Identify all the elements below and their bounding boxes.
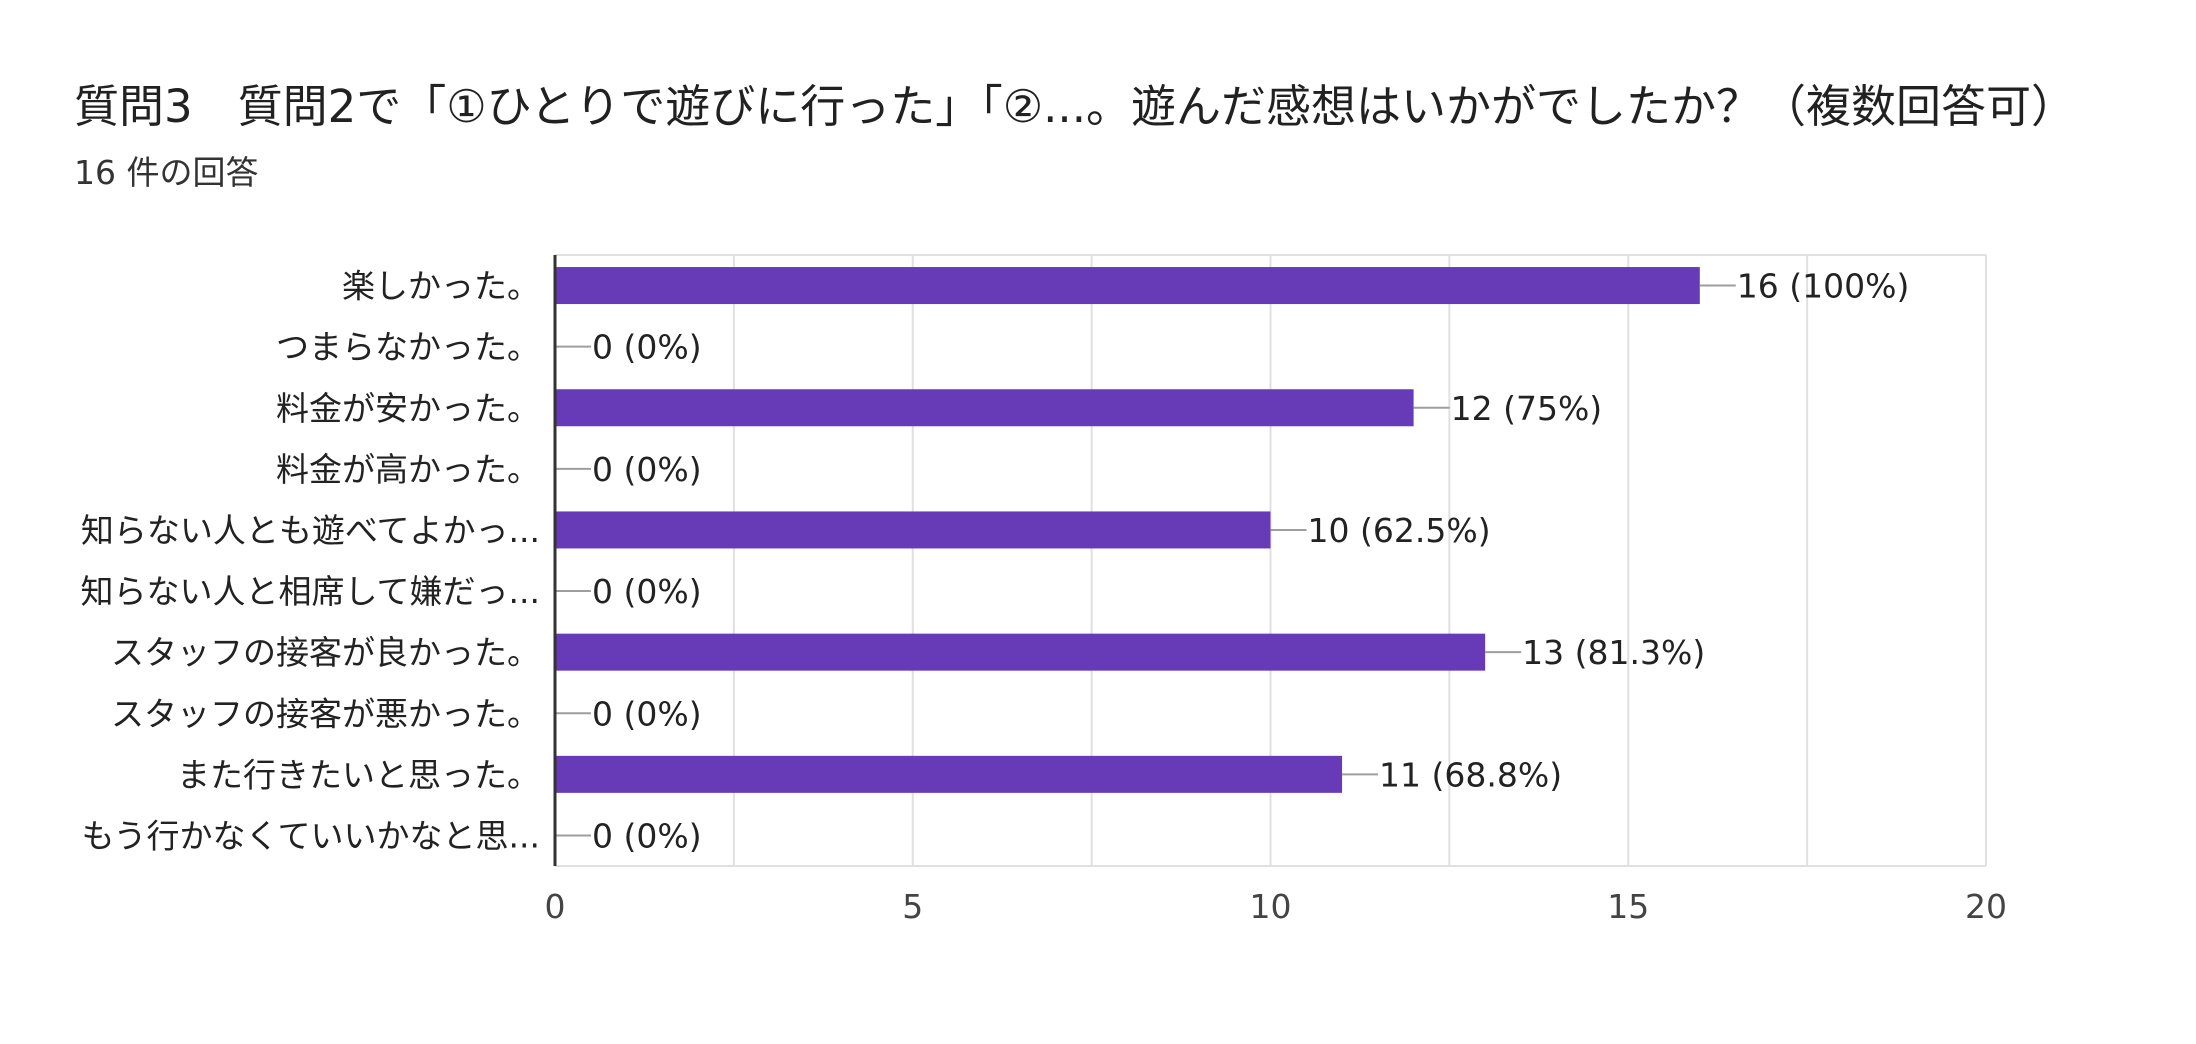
chart-title: 質問3 質問2で「①ひとりで遊びに行った」「②...。遊んだ感想はいかがでしたか… bbox=[74, 80, 2077, 133]
category-label: 知らない人と相席して嫌だっ... bbox=[81, 572, 540, 611]
category-label: 料金が安かった。 bbox=[276, 389, 540, 428]
value-label: 10 (62.5%) bbox=[1308, 511, 1491, 550]
category-label: 知らない人とも遊べてよかっ... bbox=[81, 511, 540, 550]
category-label: スタッフの接客が悪かった。 bbox=[111, 694, 540, 733]
bar bbox=[555, 755, 1343, 793]
value-label: 11 (68.8%) bbox=[1379, 755, 1562, 794]
value-label: 0 (0%) bbox=[592, 816, 702, 855]
x-tick-label: 15 bbox=[1607, 887, 1649, 926]
bar bbox=[555, 389, 1414, 427]
x-tick-label: 10 bbox=[1250, 887, 1292, 926]
category-label: つまらなかった。 bbox=[276, 328, 540, 367]
bar bbox=[555, 267, 1700, 305]
category-label: また行きたいと思った。 bbox=[177, 755, 540, 794]
value-label: 0 (0%) bbox=[592, 572, 702, 611]
value-label: 0 (0%) bbox=[592, 328, 702, 367]
category-label: もう行かなくていいかなと思... bbox=[82, 816, 541, 855]
x-tick-label: 20 bbox=[1965, 887, 2007, 926]
x-tick-label: 5 bbox=[902, 887, 923, 926]
value-label: 0 (0%) bbox=[592, 694, 702, 733]
category-label: 楽しかった。 bbox=[342, 267, 540, 306]
value-label: 0 (0%) bbox=[592, 450, 702, 489]
response-count: 16 件の回答 bbox=[74, 153, 259, 192]
bar bbox=[555, 633, 1486, 671]
category-label: スタッフの接客が良かった。 bbox=[111, 633, 540, 672]
value-label: 12 (75%) bbox=[1451, 389, 1603, 428]
value-label: 13 (81.3%) bbox=[1522, 633, 1705, 672]
bar bbox=[555, 511, 1271, 549]
category-label: 料金が高かった。 bbox=[276, 450, 540, 489]
value-label: 16 (100%) bbox=[1737, 267, 1910, 306]
x-tick-label: 0 bbox=[545, 887, 566, 926]
